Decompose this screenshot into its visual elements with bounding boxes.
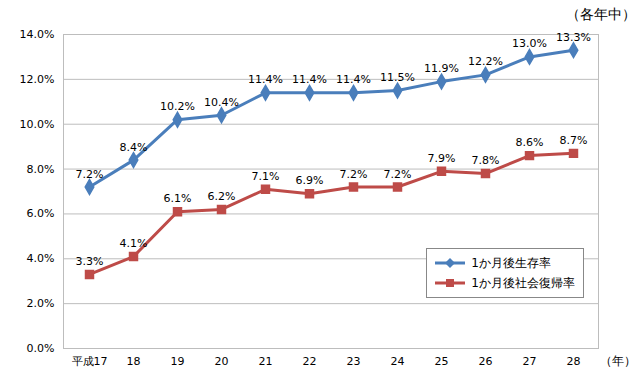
svg-text:20: 20 <box>215 355 229 368</box>
svg-text:0.0%: 0.0% <box>27 342 55 355</box>
svg-text:11.4%: 11.4% <box>336 73 371 86</box>
svg-text:27: 27 <box>523 355 537 368</box>
svg-text:7.1%: 7.1% <box>252 170 280 183</box>
svg-text:10.2%: 10.2% <box>160 100 195 113</box>
svg-text:6.1%: 6.1% <box>164 192 192 205</box>
svg-text:10.4%: 10.4% <box>204 96 239 109</box>
svg-text:4.0%: 4.0% <box>27 252 55 265</box>
svg-text:19: 19 <box>171 355 185 368</box>
html-text:（年）: （年） <box>600 354 636 368</box>
svg-text:7.8%: 7.8% <box>472 154 500 167</box>
svg-text:6.2%: 6.2% <box>208 190 236 203</box>
svg-text:11.4%: 11.4% <box>248 73 283 86</box>
svg-text:7.2%: 7.2% <box>340 168 368 181</box>
svg-text:25: 25 <box>435 355 449 368</box>
svg-text:4.1%: 4.1% <box>120 237 148 250</box>
svg-text:7.2%: 7.2% <box>76 168 104 181</box>
svg-text:6.9%: 6.9% <box>296 174 324 187</box>
svg-text:21: 21 <box>259 355 273 368</box>
svg-text:8.0%: 8.0% <box>27 163 55 176</box>
svg-text:13.0%: 13.0% <box>512 37 547 50</box>
html-text:（各年中）: （各年中） <box>566 6 636 22</box>
svg-text:11.4%: 11.4% <box>292 73 327 86</box>
svg-text:10.0%: 10.0% <box>20 118 55 131</box>
svg-text:6.0%: 6.0% <box>27 207 55 220</box>
svg-text:26: 26 <box>479 355 493 368</box>
html-text:1か月後社会復帰率: 1か月後社会復帰率 <box>471 275 575 290</box>
svg-text:23: 23 <box>347 355 361 368</box>
svg-text:18: 18 <box>127 355 141 368</box>
svg-text:8.4%: 8.4% <box>120 141 148 154</box>
svg-text:22: 22 <box>303 355 317 368</box>
svg-text:7.2%: 7.2% <box>384 168 412 181</box>
svg-text:3.3%: 3.3% <box>76 255 104 268</box>
svg-text:8.6%: 8.6% <box>516 136 544 149</box>
svg-text:8.7%: 8.7% <box>560 134 588 147</box>
svg-text:2.0%: 2.0% <box>27 297 55 310</box>
svg-text:13.3%: 13.3% <box>556 31 591 44</box>
svg-text:11.9%: 11.9% <box>424 62 459 75</box>
svg-text:11.5%: 11.5% <box>380 71 415 84</box>
svg-text:12.0%: 12.0% <box>20 73 55 86</box>
svg-text:12.2%: 12.2% <box>468 55 503 68</box>
svg-text:24: 24 <box>391 355 405 368</box>
svg-text:7.9%: 7.9% <box>428 152 456 165</box>
svg-text:28: 28 <box>567 355 581 368</box>
svg-text:平成17: 平成17 <box>72 355 108 368</box>
html-text:1か月後生存率: 1か月後生存率 <box>471 255 551 270</box>
svg-text:14.0%: 14.0% <box>20 28 55 41</box>
